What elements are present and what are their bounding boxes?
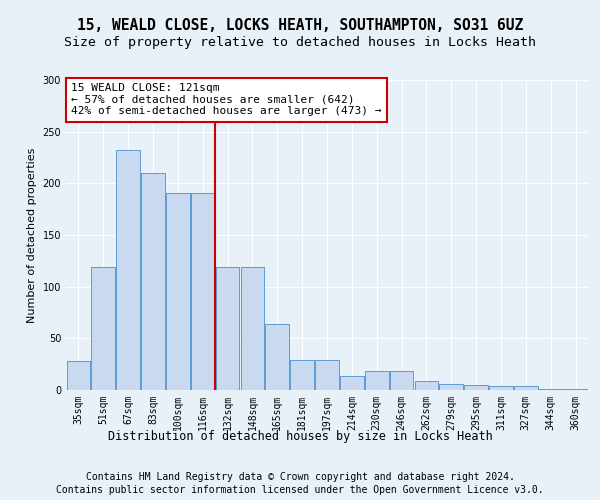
Bar bbox=[166, 192, 190, 390]
Bar bbox=[365, 372, 389, 390]
Bar bbox=[91, 267, 115, 390]
Bar bbox=[439, 384, 463, 390]
Bar bbox=[315, 360, 339, 390]
Bar bbox=[489, 386, 513, 390]
Bar bbox=[564, 389, 587, 390]
Bar bbox=[265, 324, 289, 390]
Text: Contains HM Land Registry data © Crown copyright and database right 2024.: Contains HM Land Registry data © Crown c… bbox=[86, 472, 514, 482]
Bar bbox=[514, 386, 538, 390]
Bar bbox=[464, 385, 488, 390]
Text: 15 WEALD CLOSE: 121sqm
← 57% of detached houses are smaller (642)
42% of semi-de: 15 WEALD CLOSE: 121sqm ← 57% of detached… bbox=[71, 83, 382, 116]
Bar bbox=[415, 380, 438, 390]
Bar bbox=[216, 267, 239, 390]
Bar bbox=[141, 173, 165, 390]
Text: Size of property relative to detached houses in Locks Heath: Size of property relative to detached ho… bbox=[64, 36, 536, 49]
Text: Distribution of detached houses by size in Locks Heath: Distribution of detached houses by size … bbox=[107, 430, 493, 443]
Bar bbox=[116, 150, 140, 390]
Bar bbox=[340, 376, 364, 390]
Y-axis label: Number of detached properties: Number of detached properties bbox=[27, 148, 37, 322]
Bar bbox=[67, 361, 90, 390]
Text: 15, WEALD CLOSE, LOCKS HEATH, SOUTHAMPTON, SO31 6UZ: 15, WEALD CLOSE, LOCKS HEATH, SOUTHAMPTO… bbox=[77, 18, 523, 32]
Text: Contains public sector information licensed under the Open Government Licence v3: Contains public sector information licen… bbox=[56, 485, 544, 495]
Bar bbox=[539, 389, 563, 390]
Bar bbox=[290, 360, 314, 390]
Bar bbox=[241, 267, 264, 390]
Bar bbox=[191, 192, 215, 390]
Bar bbox=[390, 372, 413, 390]
